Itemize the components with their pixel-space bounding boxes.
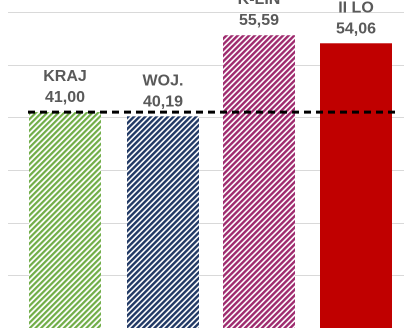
category-label: WOJ. — [143, 72, 184, 89]
bar-kraj — [29, 112, 101, 328]
value-label: 55,59 — [239, 12, 279, 29]
bar-labels: KRAJ 41,00 WOJ. 40,19 K-LIN 55,59 II LO 54,06 — [43, 0, 376, 110]
bars — [29, 35, 392, 329]
category-label: KRAJ — [43, 68, 87, 85]
value-label: 40,19 — [143, 93, 183, 110]
bar-k-lin — [223, 35, 295, 328]
bar-ii-lo — [320, 43, 392, 329]
category-label: II LO — [338, 0, 374, 16]
value-label: 41,00 — [45, 89, 85, 106]
value-label: 54,06 — [336, 20, 376, 37]
category-label: K-LIN — [238, 0, 281, 8]
bar-woj — [127, 116, 199, 328]
